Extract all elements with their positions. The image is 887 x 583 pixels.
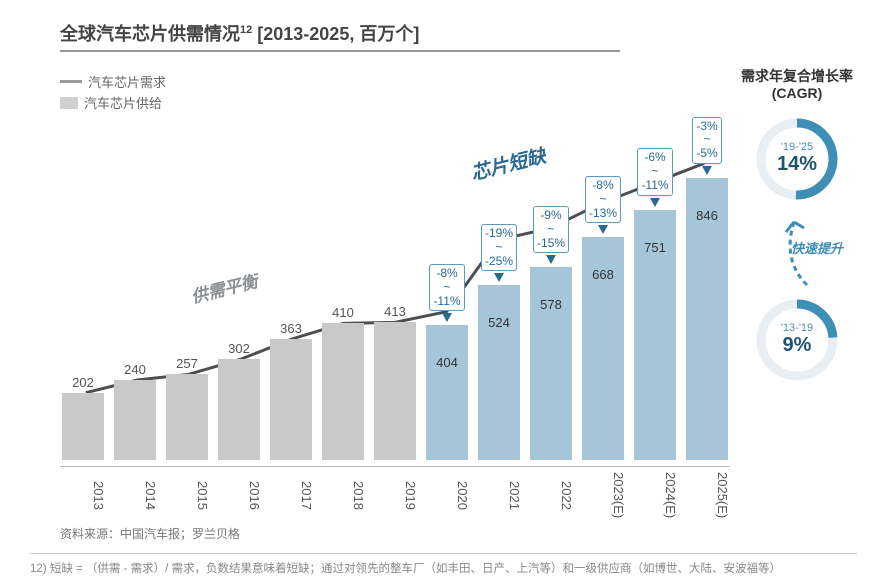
cagr-arrow-label: 快速提升 — [791, 238, 857, 257]
bar-column: -19%~-25% 524 — [476, 224, 522, 460]
bar-value: 578 — [540, 297, 562, 312]
arrow-down-icon — [702, 166, 712, 175]
bar-value: 404 — [436, 355, 458, 370]
x-axis-label: 2017 — [268, 467, 314, 519]
legend-supply-label: 汽车芯片供给 — [84, 93, 162, 112]
bar-column: 302 — [216, 359, 262, 460]
bar-column: -8%~-11% 404 — [424, 264, 470, 460]
bar-value: 363 — [280, 321, 302, 336]
chart-title: 全球汽车芯片供需情况12 [2013-2025, 百万个] — [60, 20, 857, 46]
bar-value: 240 — [124, 362, 146, 377]
x-axis-label: 2025(E) — [684, 467, 730, 519]
supply-bar: 302 — [218, 359, 259, 460]
cagr-title: 需求年复合增长率(CAGR) — [737, 68, 857, 102]
bar-value: 751 — [644, 240, 666, 255]
shortage-label: -8%~-11% — [429, 264, 464, 311]
x-axis-label: 2015 — [164, 467, 210, 519]
title-underline — [60, 50, 620, 52]
bar-column: -9%~-15% 578 — [528, 206, 574, 460]
bar-column: 413 — [372, 322, 418, 460]
annotation-shortage: 芯片短缺 — [468, 141, 548, 186]
arrow-down-icon — [650, 198, 660, 207]
bar-value: 413 — [384, 304, 406, 319]
bar-value: 257 — [176, 356, 198, 371]
cagr-panel: 需求年复合增长率(CAGR) '19-'25 14% 快速提升 '13-'19 … — [737, 68, 857, 397]
cagr-ring-bottom: '13-'19 9% — [754, 297, 840, 383]
supply-bar: 413 — [374, 322, 415, 460]
bar-column: -3%~-5% 846 — [684, 117, 730, 460]
bar-value: 410 — [332, 305, 354, 320]
supply-bar: 751 — [634, 210, 675, 460]
arrow-down-icon — [442, 313, 452, 322]
x-axis: 2013201420152016201720182019202020212022… — [60, 466, 730, 519]
x-axis-label: 2023(E) — [580, 467, 626, 519]
x-axis-label: 2014 — [112, 467, 158, 519]
supply-bar: 668 — [582, 237, 623, 460]
bar-value: 302 — [228, 341, 250, 356]
x-axis-label: 2020 — [424, 467, 470, 519]
legend-demand-label: 汽车芯片需求 — [88, 72, 166, 91]
bar-column: 240 — [112, 380, 158, 460]
supply-bar: 363 — [270, 339, 311, 460]
bar-value: 202 — [72, 375, 94, 390]
x-axis-label: 2018 — [320, 467, 366, 519]
supply-bar: 240 — [114, 380, 155, 460]
bar-column: 363 — [268, 339, 314, 460]
bar-value: 668 — [592, 267, 614, 282]
legend-line-icon — [60, 80, 82, 83]
bar-column: 410 — [320, 323, 366, 460]
arrow-down-icon — [598, 225, 608, 234]
bar-column: -6%~-11% 751 — [632, 148, 678, 460]
x-axis-label: 2021 — [476, 467, 522, 519]
supply-bar: 578 — [530, 267, 571, 460]
x-axis-label: 2019 — [372, 467, 418, 519]
x-axis-label: 2022 — [528, 467, 574, 519]
bar-column: -8%~-13% 668 — [580, 176, 626, 460]
supply-bar: 846 — [686, 178, 727, 460]
source-text: 资料来源：中国汽车报；罗兰贝格 — [60, 525, 857, 542]
shortage-label: -3%~-5% — [692, 117, 721, 164]
supply-bar: 404 — [426, 325, 467, 460]
shortage-label: -6%~-11% — [637, 148, 672, 195]
arrow-down-icon — [546, 255, 556, 264]
bar-value: 846 — [696, 208, 718, 223]
x-axis-label: 2013 — [60, 467, 106, 519]
bar-value: 524 — [488, 315, 510, 330]
cagr-ring-top: '19-'25 14% — [754, 116, 840, 202]
bar-column: 257 — [164, 374, 210, 460]
footnote-text: 12) 短缺 = （供需 - 需求）/ 需求，负数结果意味着短缺；通过对领先的整… — [30, 553, 857, 577]
supply-bar: 524 — [478, 285, 519, 460]
arrow-down-icon — [494, 273, 504, 282]
shortage-label: -9%~-15% — [533, 206, 569, 253]
shortage-label: -19%~-25% — [481, 224, 517, 271]
supply-bar: 257 — [166, 374, 207, 460]
legend-box-icon — [60, 97, 78, 109]
supply-bar: 410 — [322, 323, 363, 460]
x-axis-label: 2016 — [216, 467, 262, 519]
x-axis-label: 2024(E) — [632, 467, 678, 519]
shortage-label: -8%~-13% — [585, 176, 621, 223]
supply-bar: 202 — [62, 393, 103, 460]
chart-area: 供需平衡 芯片短缺 202 240 257 302 363 410 413 -8%~-11% 4… — [60, 120, 730, 460]
annotation-balance: 供需平衡 — [188, 267, 260, 308]
bar-column: 202 — [60, 393, 106, 460]
